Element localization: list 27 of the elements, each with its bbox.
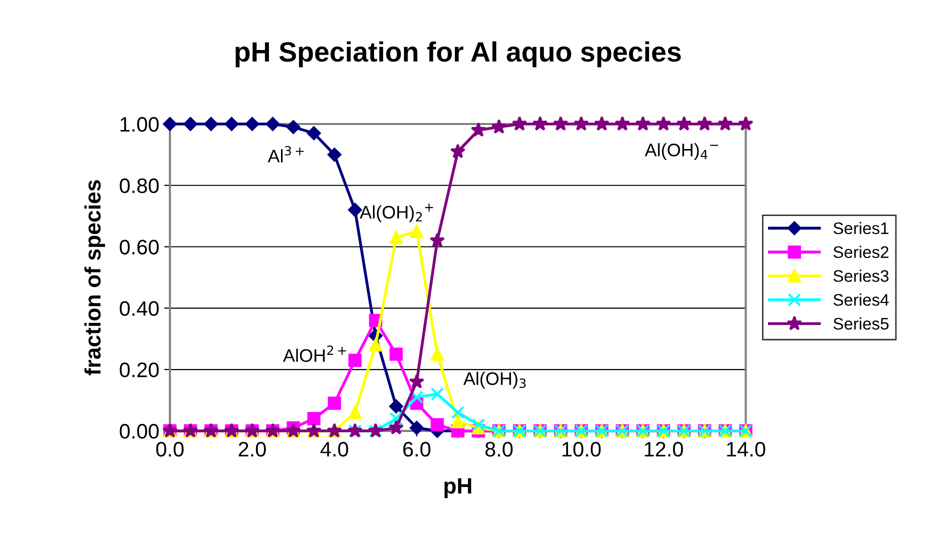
y-tick-label: 0.40	[120, 301, 159, 316]
annotation: Al(OH)$_{2}$$^{+}$	[360, 204, 434, 222]
legend-label: Series3	[833, 270, 889, 282]
x-axis-title: pH	[444, 478, 472, 498]
y-axis-title: fraction of species	[84, 180, 106, 376]
x-tick-label: 14.0	[727, 442, 766, 457]
x-tick-label: 12.0	[644, 442, 683, 457]
y-tick-label: 0.20	[120, 362, 159, 378]
legend-label: Series5	[833, 317, 889, 330]
annotation: Al(OH)$_{4}$$^{−}$	[644, 143, 718, 160]
chart-title: pH Speciation for Al aquo species	[236, 41, 681, 68]
y-tick-label: 1.00	[120, 116, 159, 132]
x-tick-label: 6.0	[403, 442, 430, 457]
x-tick-label: 0.0	[156, 442, 184, 457]
annotation: Al$^{3+}$	[268, 146, 304, 162]
x-tick-label: 10.0	[562, 442, 601, 457]
x-tick-label: 2.0	[238, 442, 266, 457]
legend-label: Series4	[833, 294, 889, 306]
legend-label: Series2	[833, 246, 888, 258]
y-tick-label: 0.80	[120, 178, 159, 194]
y-tick-label: 0.00	[120, 424, 159, 439]
x-tick-label: 4.0	[320, 442, 348, 457]
legend-label: Series1	[833, 222, 888, 234]
x-tick-label: 8.0	[485, 442, 513, 457]
annotation: Al(OH)$_{3}$	[463, 372, 526, 389]
annotation: AlOH$^{2+}$	[283, 345, 346, 362]
y-tick-label: 0.60	[120, 240, 159, 255]
